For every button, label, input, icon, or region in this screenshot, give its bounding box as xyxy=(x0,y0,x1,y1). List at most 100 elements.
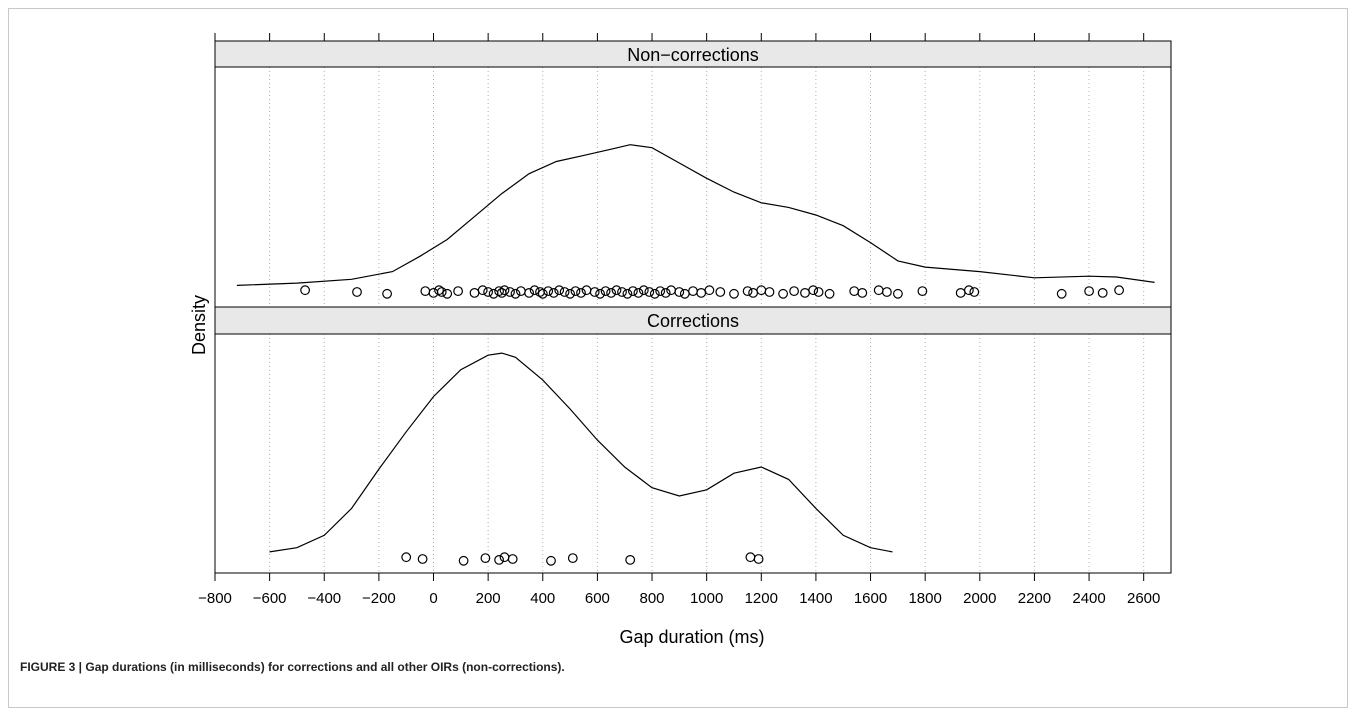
data-point xyxy=(480,553,491,563)
y-axis-title: Density xyxy=(189,295,209,355)
data-point xyxy=(436,287,447,297)
data-point xyxy=(696,288,707,298)
data-point xyxy=(611,285,622,296)
data-point xyxy=(808,285,819,296)
data-point xyxy=(1114,285,1124,296)
x-tick-label: 2000 xyxy=(963,590,996,607)
data-point xyxy=(570,286,581,297)
panel-2: Corrections xyxy=(214,306,1172,574)
panel-strip xyxy=(214,40,1172,68)
data-point xyxy=(882,287,892,297)
figure-caption: FIGURE 3 | Gap durations (in millisecond… xyxy=(20,660,565,674)
data-point xyxy=(401,552,412,563)
x-tick-label: 1600 xyxy=(854,590,887,607)
x-tick-label: 1800 xyxy=(908,590,941,607)
data-point xyxy=(789,286,799,297)
x-tick-label: 200 xyxy=(476,590,501,607)
data-point xyxy=(300,285,311,296)
density-curve xyxy=(236,144,1155,286)
data-point xyxy=(494,286,505,297)
data-point xyxy=(543,286,554,297)
data-point xyxy=(748,288,758,298)
data-point xyxy=(638,285,649,296)
data-point xyxy=(559,287,570,297)
data-point xyxy=(507,554,518,564)
data-point xyxy=(633,288,644,298)
data-point xyxy=(352,287,362,297)
data-point xyxy=(488,288,499,299)
data-point xyxy=(420,286,431,297)
data-point xyxy=(567,553,578,563)
x-tick-label: 1200 xyxy=(745,590,778,607)
x-tick-label: 2600 xyxy=(1127,590,1160,607)
x-tick-label: −400 xyxy=(307,590,341,607)
data-point xyxy=(742,286,753,297)
panel-plot-box xyxy=(214,66,1172,308)
data-point xyxy=(764,287,775,297)
data-point xyxy=(458,555,469,566)
x-tick-label: −600 xyxy=(253,590,287,607)
x-tick-label: 2200 xyxy=(1018,590,1051,607)
data-point xyxy=(483,287,494,297)
data-point xyxy=(477,285,488,296)
x-tick-label: 0 xyxy=(429,590,437,607)
data-point xyxy=(606,288,616,298)
data-point xyxy=(622,288,633,299)
data-point xyxy=(679,288,690,299)
data-point xyxy=(442,288,453,299)
data-point xyxy=(1056,288,1067,299)
data-point xyxy=(917,286,928,297)
data-point xyxy=(600,286,611,297)
data-point xyxy=(813,287,824,297)
data-point xyxy=(417,554,428,564)
data-point xyxy=(617,287,627,297)
data-point xyxy=(510,288,521,299)
x-tick-label: −800 xyxy=(198,590,232,607)
data-point xyxy=(969,287,980,297)
grid-layer xyxy=(269,67,1145,573)
data-point xyxy=(674,287,685,297)
data-point xyxy=(649,288,660,299)
data-point xyxy=(704,285,715,296)
data-point xyxy=(581,285,592,296)
panel-strip-label: Non−corrections xyxy=(627,45,759,65)
data-point xyxy=(893,288,903,299)
data-point xyxy=(529,285,540,296)
data-point xyxy=(715,287,726,297)
data-point xyxy=(524,288,534,298)
data-point xyxy=(537,288,548,299)
data-point xyxy=(628,286,638,297)
data-point xyxy=(576,288,586,298)
data-point xyxy=(849,286,860,297)
x-axis-title: Gap duration (ms) xyxy=(619,627,764,647)
data-point xyxy=(644,287,655,297)
x-tick-label: 600 xyxy=(585,590,610,607)
x-tick-label: −200 xyxy=(362,590,396,607)
data-point xyxy=(505,287,515,297)
data-point xyxy=(494,555,505,565)
data-point xyxy=(499,552,510,563)
x-tick-label: 800 xyxy=(640,590,665,607)
data-point xyxy=(660,288,671,298)
data-point xyxy=(565,288,575,299)
panel-1: Non−corrections xyxy=(214,40,1172,308)
data-point xyxy=(688,286,698,297)
data-point xyxy=(625,555,636,565)
data-point xyxy=(434,285,444,296)
axis-layer: −800 −600 −400 −200 0 200 400 600 800 1000 1200 140… xyxy=(198,33,1160,607)
panel-layer: Non−corrections Corrections xyxy=(214,40,1172,574)
panel-plot-box xyxy=(214,333,1172,574)
data-point xyxy=(824,288,835,299)
data-point xyxy=(595,288,605,299)
data-point xyxy=(469,288,480,298)
data-point xyxy=(1097,288,1108,298)
data-point xyxy=(955,288,966,298)
data-point xyxy=(589,287,600,297)
x-tick-label: 1000 xyxy=(690,590,723,607)
data-point xyxy=(546,555,556,566)
figure-frame xyxy=(8,8,1348,708)
data-point xyxy=(453,286,464,297)
data-point xyxy=(499,285,510,296)
x-tick-label: 1400 xyxy=(799,590,832,607)
